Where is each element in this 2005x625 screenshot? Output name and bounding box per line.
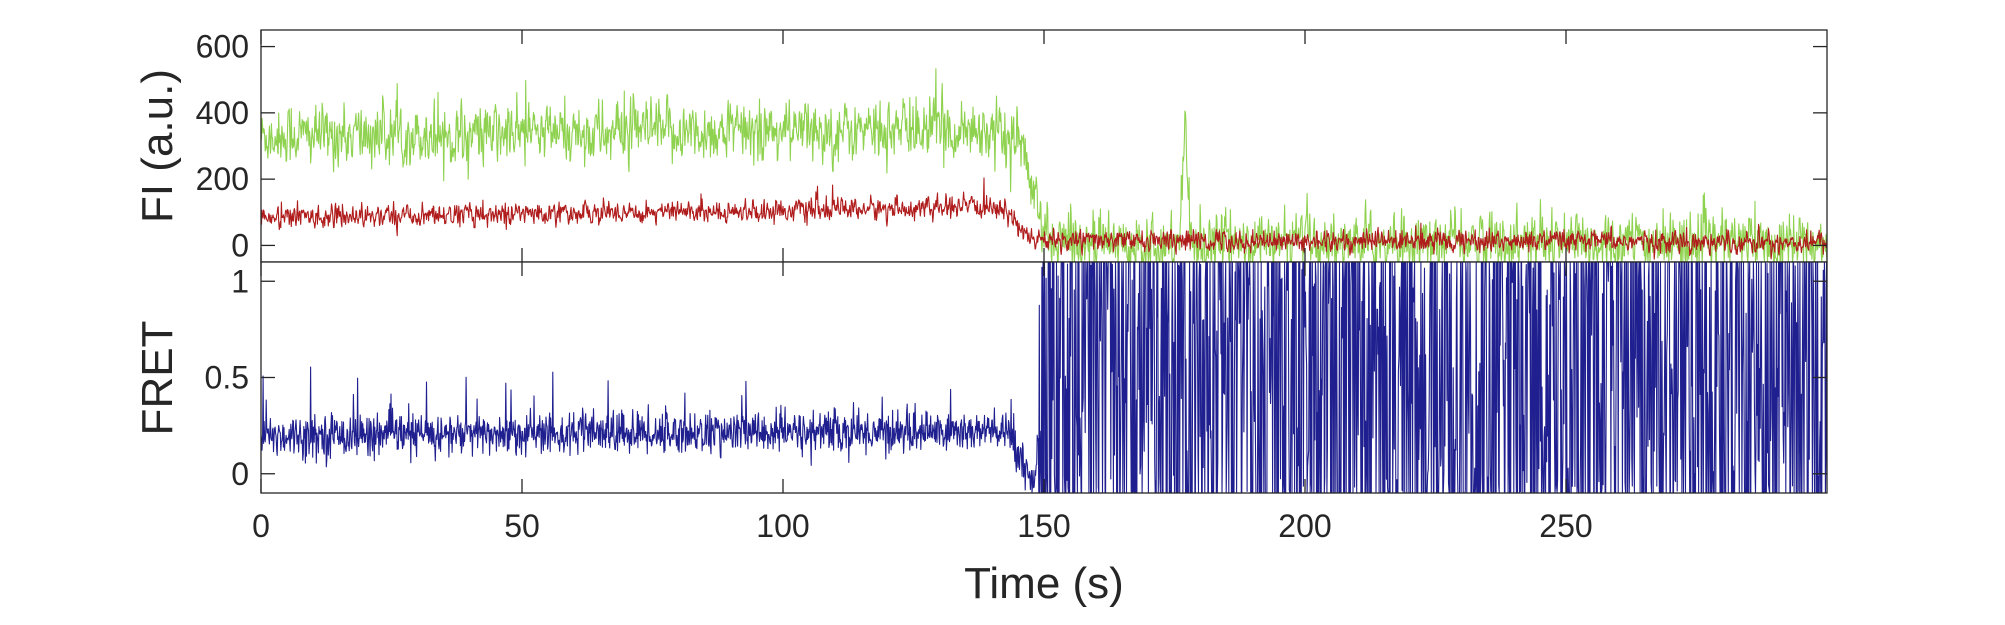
intensity-y-axis-label: FI (a.u.): [133, 69, 182, 223]
intensity-y-ticks: 0 200 400 600: [196, 29, 1827, 263]
y-tick-label: 1: [231, 263, 249, 299]
x-tick-label: 100: [756, 508, 809, 544]
y-tick-label: 0.5: [205, 360, 249, 396]
x-tick-label: 150: [1017, 508, 1070, 544]
x-tick-label: 50: [504, 508, 540, 544]
x-tick-label: 250: [1539, 508, 1592, 544]
intensity-panel: 0 200 400 600 FI (a.u.): [133, 29, 1828, 263]
x-axis-label: Time (s): [964, 559, 1124, 608]
y-tick-label: 400: [196, 95, 249, 131]
x-tick-label: 0: [252, 508, 270, 544]
fret-y-ticks: 00.51: [205, 263, 1827, 492]
fret-panel: 00.51 0 50 100 150 200 250 FRET Time (s): [133, 261, 1828, 608]
fret-x-ticks: 0 50 100 150 200 250: [252, 262, 1593, 544]
y-tick-label: 0: [231, 227, 249, 263]
fret-y-axis-label: FRET: [133, 321, 182, 436]
x-tick-label: 200: [1278, 508, 1331, 544]
intensity-plot-area: [261, 30, 1827, 262]
y-tick-label: 0: [231, 456, 249, 492]
y-tick-label: 200: [196, 161, 249, 197]
y-tick-label: 600: [196, 29, 249, 65]
